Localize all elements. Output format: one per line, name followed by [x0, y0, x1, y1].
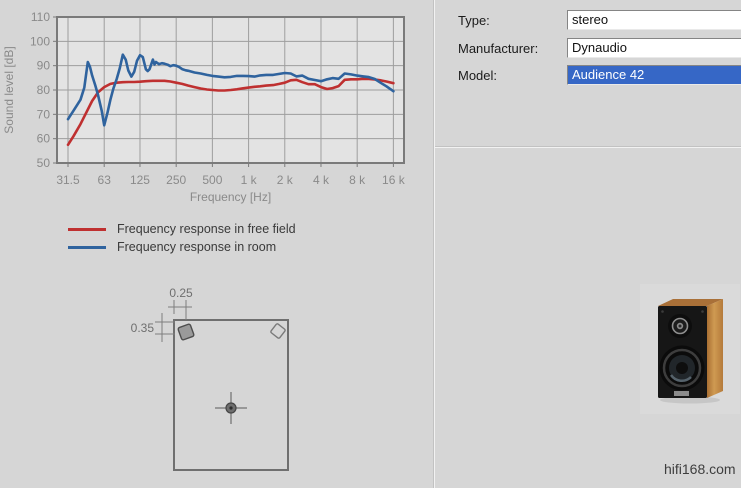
speaker-product-photo	[640, 284, 740, 414]
right-speaker-marker[interactable]	[270, 323, 286, 339]
left-speaker-marker[interactable]	[177, 323, 195, 341]
top-dimension-lines	[168, 300, 192, 320]
legend-item-free-field: Frequency response in free field	[68, 220, 296, 238]
axis-label: 110	[31, 10, 50, 24]
model-label: Model:	[458, 68, 498, 83]
brand-plate	[674, 391, 689, 396]
axis-label: 50	[37, 156, 51, 170]
axis-label: 70	[37, 107, 51, 121]
free-field-line-swatch	[68, 227, 106, 231]
chart-legend: Frequency response in free field Frequen…	[68, 220, 296, 256]
room-line-swatch	[68, 245, 106, 249]
axis-label: 63	[98, 173, 112, 187]
axis-label: 4 k	[313, 173, 330, 187]
axis-label: 60	[37, 132, 51, 146]
vertical-separator	[433, 0, 435, 488]
manufacturer-label: Manufacturer:	[458, 41, 539, 56]
axis-label: 16 k	[382, 173, 406, 187]
left-distance-label: 0.35	[131, 321, 155, 335]
frequency-response-chart: 31.5 63 125 250 500 1 k 2 k 4 k 8 k 16 k 50 60 70 80 9…	[2, 10, 406, 204]
axis-label: 2 k	[277, 173, 294, 187]
left-dimension-lines	[155, 313, 175, 342]
room-floorplan: 0.25 0.35	[131, 286, 289, 471]
room-outline	[173, 319, 289, 471]
axis-label: 80	[37, 83, 51, 97]
axis-label: 1 k	[241, 173, 258, 187]
axis-label: 125	[130, 173, 150, 187]
axis-label: 31.5	[56, 173, 80, 187]
cabinet-top	[658, 299, 723, 306]
legend-item-room: Frequency response in room	[68, 238, 296, 256]
screw-icon	[701, 310, 704, 313]
legend-label: Frequency response in free field	[117, 222, 296, 236]
legend-label: Frequency response in room	[117, 240, 277, 254]
type-label: Type:	[458, 13, 490, 28]
axis-label: 90	[37, 59, 51, 73]
horizontal-separator	[435, 146, 741, 148]
axis-label: Frequency [Hz]	[190, 190, 271, 204]
screw-icon	[661, 310, 664, 313]
chart-series-line	[66, 77, 395, 147]
type-field[interactable]: stereo	[567, 10, 741, 30]
axis-label: Sound level [dB]	[2, 46, 16, 133]
model-field[interactable]: Audience 42	[567, 65, 741, 85]
cabinet-side	[707, 299, 723, 398]
axis-label: 8 k	[349, 173, 366, 187]
top-distance-label: 0.25	[169, 286, 193, 300]
listener-position-marker[interactable]	[215, 392, 247, 424]
cabinet-shadow	[660, 396, 720, 404]
woofer	[659, 345, 705, 391]
axis-label: 500	[202, 173, 222, 187]
chart-series-line	[66, 53, 395, 127]
tweeter	[668, 314, 692, 338]
watermark: hifi168.com	[664, 461, 736, 477]
manufacturer-field[interactable]: Dynaudio	[567, 38, 741, 58]
axis-label: 100	[30, 34, 50, 48]
axis-label: 250	[166, 173, 186, 187]
